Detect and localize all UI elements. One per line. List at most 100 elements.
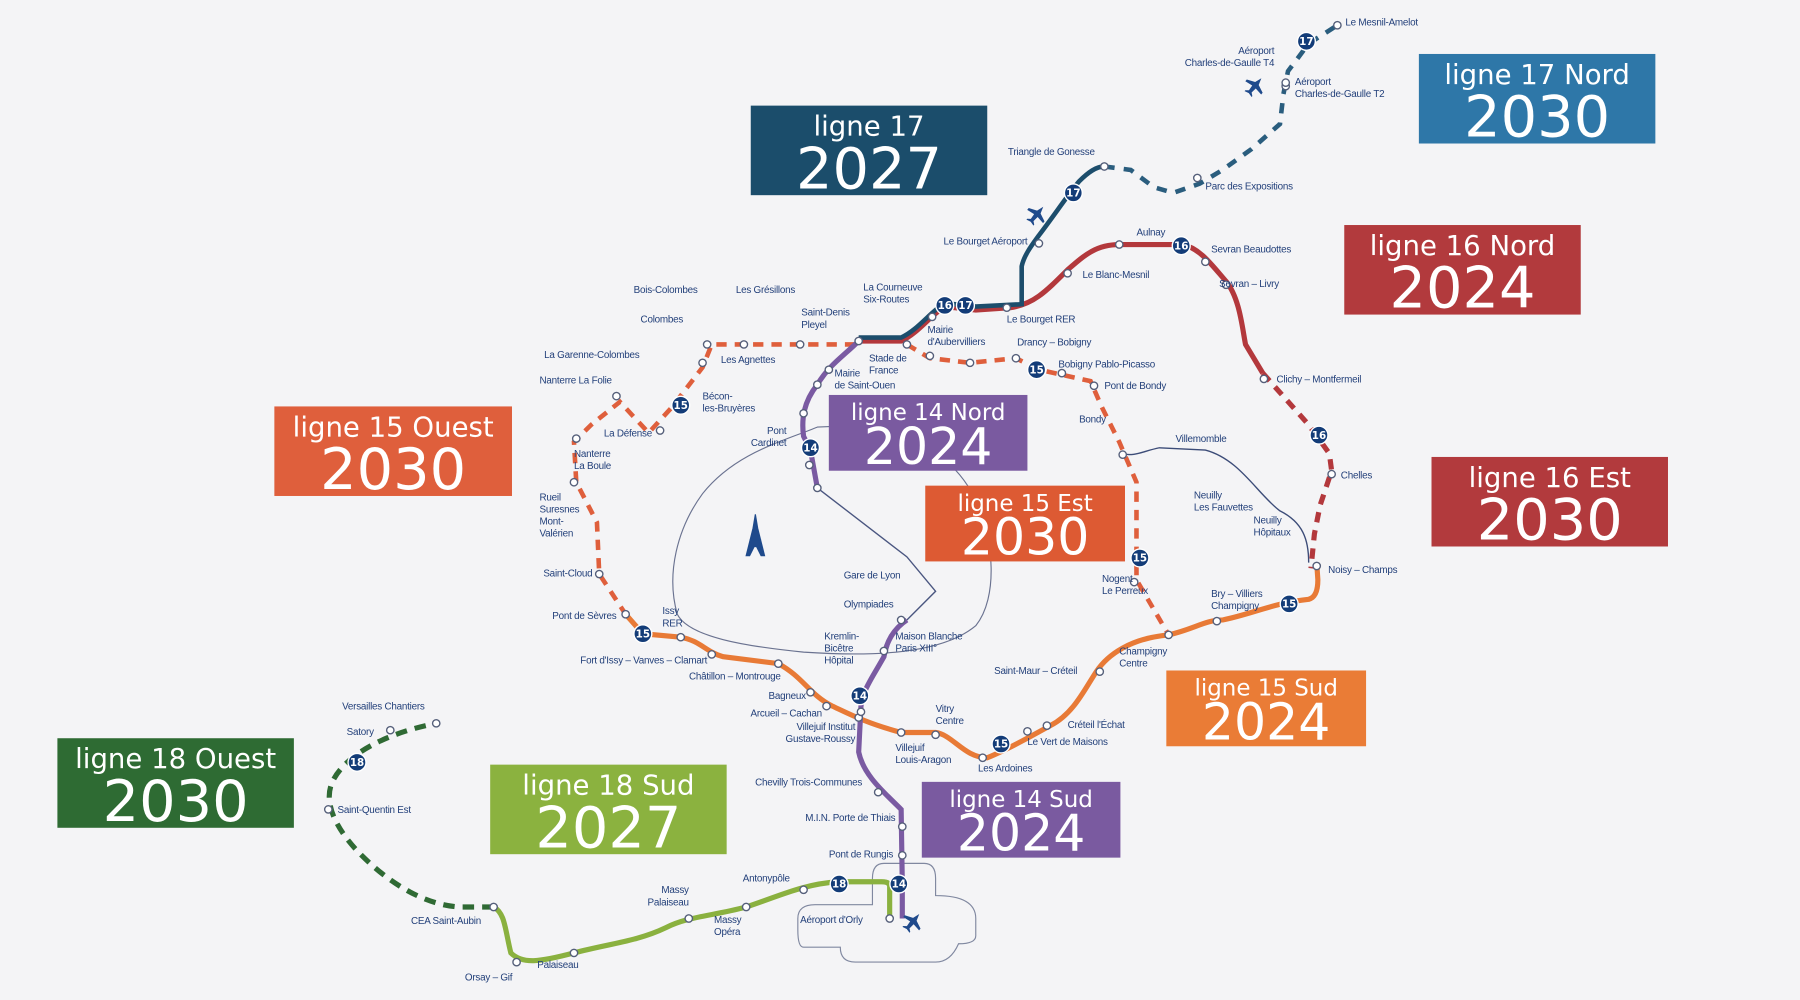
station-marker[interactable] <box>741 902 751 912</box>
station-marker[interactable] <box>806 687 815 697</box>
station-marker[interactable] <box>571 434 581 443</box>
station-marker[interactable] <box>1063 268 1072 278</box>
station-marker[interactable] <box>896 728 906 737</box>
station-marker[interactable] <box>702 340 712 349</box>
station-marker[interactable] <box>897 822 907 831</box>
station-marker[interactable] <box>512 957 521 967</box>
station-marker[interactable] <box>1118 450 1128 460</box>
station-marker[interactable] <box>885 914 895 923</box>
station-label: Les Ardoines <box>978 764 1033 775</box>
station-marker[interactable] <box>385 725 395 735</box>
station-marker[interactable] <box>799 885 808 895</box>
station-label-line: Fort d'Issy – Vanves – Clamart <box>580 656 707 667</box>
station-marker[interactable] <box>824 365 834 375</box>
station-marker[interactable] <box>612 391 621 401</box>
line-14-badge: 14 <box>850 686 870 706</box>
line-badges: 17 17 17 16 16 16 15 15 15 15 15 15 14 14 14 18 18 <box>347 31 1329 894</box>
station-marker[interactable] <box>594 569 604 579</box>
station-marker[interactable] <box>799 408 808 418</box>
station-marker[interactable] <box>902 340 912 349</box>
station-label-line: La Courneuve <box>863 282 923 293</box>
station-marker[interactable] <box>812 380 822 389</box>
station-label: Fort d'Issy – Vanves – Clamart <box>580 656 707 667</box>
station-marker[interactable] <box>1089 381 1099 391</box>
station-marker[interactable] <box>1034 239 1044 248</box>
station-marker[interactable] <box>1192 173 1202 183</box>
station-marker[interactable] <box>856 707 866 717</box>
station-marker[interactable] <box>854 336 864 346</box>
station-marker[interactable] <box>1327 469 1336 479</box>
station-marker[interactable] <box>1129 577 1139 587</box>
station-marker[interactable] <box>621 609 630 619</box>
station-label: Saint-Quentin Est <box>338 805 412 816</box>
station-marker[interactable] <box>684 914 694 923</box>
station-label: Les Grésillons <box>736 285 796 296</box>
station-marker[interactable] <box>896 615 906 625</box>
station-marker[interactable] <box>569 477 579 487</box>
station-label-line: Aéroport <box>1295 77 1331 88</box>
station-marker[interactable] <box>707 650 717 659</box>
station-marker[interactable] <box>1221 280 1231 290</box>
station-marker[interactable] <box>965 358 975 368</box>
station-marker[interactable] <box>1164 630 1173 640</box>
line-15-ouest <box>571 342 856 636</box>
station-marker[interactable] <box>1011 353 1021 363</box>
station-marker[interactable] <box>676 632 686 642</box>
station-marker[interactable] <box>978 753 988 763</box>
station-marker[interactable] <box>569 948 579 958</box>
station-marker[interactable] <box>698 358 707 368</box>
station-marker[interactable] <box>1042 721 1052 730</box>
station-marker[interactable] <box>1333 20 1342 30</box>
station-label-line: Valérien <box>540 529 574 540</box>
station-marker[interactable] <box>1002 303 1012 313</box>
line14-paris-section <box>816 487 937 621</box>
station-label-line: Saint-Maur – Créteil <box>994 666 1077 677</box>
station-marker[interactable] <box>773 659 783 668</box>
station-marker[interactable] <box>1200 257 1210 267</box>
svg-text:14: 14 <box>892 879 906 891</box>
line-15-badge: 15 <box>671 395 691 415</box>
station-label-line: Nogent <box>1102 574 1133 585</box>
station-marker[interactable] <box>795 340 805 349</box>
station-marker[interactable] <box>1312 561 1322 571</box>
station-marker[interactable] <box>1281 78 1291 88</box>
station-marker[interactable] <box>931 730 940 740</box>
station-label-line: Pont de Rungis <box>829 850 893 861</box>
svg-text:14: 14 <box>853 690 867 702</box>
station-marker[interactable] <box>1259 374 1269 384</box>
station-marker[interactable] <box>1212 616 1222 626</box>
station-label-line: Bondy <box>1079 415 1106 426</box>
station-marker[interactable] <box>323 805 333 814</box>
line-15-badge: 15 <box>1026 360 1047 380</box>
station-marker[interactable] <box>489 902 498 912</box>
station-marker[interactable] <box>873 787 883 797</box>
station-label-line: La Garenne-Colombes <box>544 350 640 361</box>
station-label: Villejuif Institut Gustave-Roussy <box>786 722 856 745</box>
station-marker[interactable] <box>879 646 889 656</box>
station-marker[interactable] <box>1023 726 1032 736</box>
station-marker[interactable] <box>925 351 935 361</box>
station-marker[interactable] <box>812 483 822 493</box>
airplane-icon <box>1026 206 1045 226</box>
station-label: Aulnay <box>1136 227 1165 238</box>
station-marker[interactable] <box>431 718 441 728</box>
label-line-name: ligne 15 Est <box>957 491 1092 517</box>
station-marker[interactable] <box>897 850 907 860</box>
station-marker[interactable] <box>1114 240 1124 249</box>
station-label-line: Le Vert de Maisons <box>1027 737 1108 748</box>
station-label: Neuilly Les Fauvettes <box>1194 490 1253 513</box>
station-marker[interactable] <box>1057 368 1067 378</box>
station-marker[interactable] <box>1095 667 1105 677</box>
station-label-line: Gustave-Roussy <box>786 734 856 745</box>
station-marker[interactable] <box>1099 162 1109 171</box>
station-marker[interactable] <box>927 312 937 322</box>
station-marker[interactable] <box>822 701 831 711</box>
station-label-line: Villejuif <box>895 743 924 754</box>
station-marker[interactable] <box>655 426 665 435</box>
station-marker[interactable] <box>739 340 749 349</box>
station-marker[interactable] <box>804 460 814 470</box>
label-line-name: ligne 16 Nord <box>1370 230 1556 262</box>
